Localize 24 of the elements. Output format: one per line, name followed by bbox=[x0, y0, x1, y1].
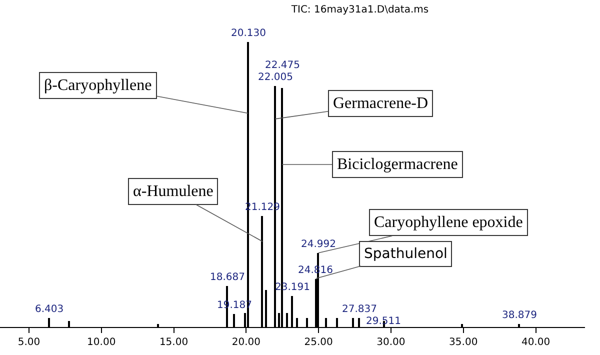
x-tick-label: 30.00 bbox=[376, 337, 406, 348]
annotation: α-Humulene bbox=[133, 183, 214, 200]
x-tick-label: 25.00 bbox=[304, 337, 333, 348]
x-tick-label: 15.00 bbox=[159, 337, 188, 348]
annotation: 22.005 bbox=[258, 72, 293, 83]
annotation: Caryophyllene epoxide bbox=[374, 214, 523, 231]
annotation: 27.837 bbox=[342, 304, 377, 315]
annotation: 20.130 bbox=[231, 28, 266, 39]
annotation: 6.403 bbox=[35, 304, 64, 315]
annotation: 29.511 bbox=[366, 316, 401, 327]
x-tick-label: 40.00 bbox=[521, 337, 550, 348]
annotation: 24.992 bbox=[301, 239, 336, 250]
x-tick-label: 35.00 bbox=[449, 337, 478, 348]
x-tick-label: 20.00 bbox=[232, 337, 260, 348]
x-tick-label: 10.00 bbox=[87, 337, 116, 348]
chart-title: TIC: 16may31a1.D\data.ms bbox=[290, 4, 429, 16]
annotation: Biciclogermacrene bbox=[337, 156, 458, 173]
annotation: Spathulenol bbox=[364, 246, 448, 262]
annotation: 18.687 bbox=[210, 272, 245, 283]
annotation: 22.475 bbox=[265, 60, 300, 71]
annotation: β-Caryophyllene bbox=[44, 77, 152, 94]
annotation: Germacrene-D bbox=[333, 95, 428, 112]
x-tick-label: 5.00 bbox=[18, 337, 40, 348]
annotation: 38.879 bbox=[502, 310, 537, 321]
